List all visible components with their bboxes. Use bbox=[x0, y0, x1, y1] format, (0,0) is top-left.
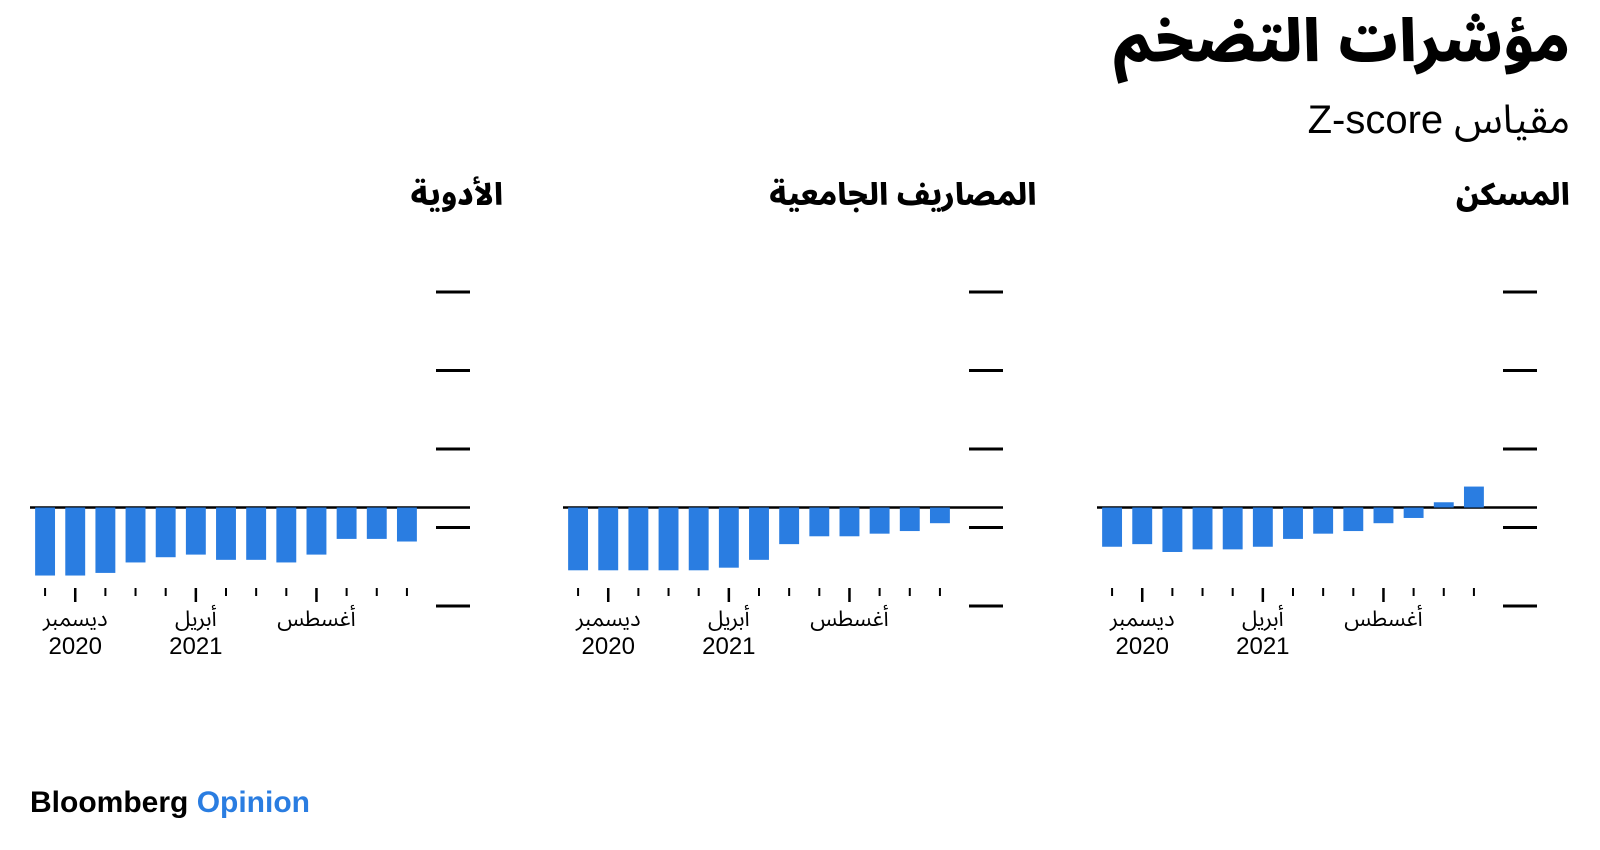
bar bbox=[276, 508, 296, 563]
chart-panel-housing: المسكن3-0369ديسمبرأبريلأغسطس20202021 bbox=[1097, 165, 1570, 664]
bar bbox=[1162, 508, 1182, 552]
chart-subtitle: مقياس Z-score bbox=[1113, 78, 1570, 163]
bar bbox=[749, 508, 769, 560]
bar bbox=[659, 508, 679, 571]
bar bbox=[629, 508, 649, 571]
brand-logo: Bloomberg Opinion bbox=[30, 786, 310, 820]
bar bbox=[900, 508, 920, 532]
svg-text:2020: 2020 bbox=[49, 633, 102, 660]
svg-text:أغسطس: أغسطس bbox=[1344, 605, 1422, 631]
bar bbox=[810, 508, 830, 537]
bar bbox=[1253, 508, 1273, 547]
plot-svg: 3-0369ديسمبرأبريلأغسطس20202021 bbox=[30, 244, 470, 664]
bar bbox=[246, 508, 266, 560]
chart-header: مؤشرات التضخم مقياس Z-score bbox=[1113, 10, 1570, 163]
bar bbox=[689, 508, 709, 571]
bar bbox=[1132, 508, 1152, 545]
bar bbox=[1464, 487, 1484, 508]
bar bbox=[1343, 508, 1363, 532]
bar bbox=[870, 508, 890, 534]
chart-panel-tuition: المصاريف الجامعية3-0369ديسمبرأبريلأغسطس2… bbox=[563, 165, 1036, 664]
bar bbox=[95, 508, 115, 573]
bar bbox=[397, 508, 417, 542]
svg-text:2021: 2021 bbox=[702, 633, 755, 660]
bar bbox=[930, 508, 950, 524]
bar bbox=[719, 508, 739, 568]
bar bbox=[568, 508, 588, 571]
panel-title-drugs: الأدوية bbox=[30, 165, 503, 228]
bar bbox=[599, 508, 619, 571]
bar bbox=[1283, 508, 1303, 539]
svg-text:أغسطس: أغسطس bbox=[277, 605, 355, 631]
brand-bloomberg: Bloomberg bbox=[30, 786, 188, 819]
bar bbox=[156, 508, 176, 558]
bar bbox=[307, 508, 327, 555]
bar bbox=[65, 508, 85, 576]
panel-title-tuition: المصاريف الجامعية bbox=[563, 165, 1036, 228]
svg-text:ديسمبر: ديسمبر bbox=[1109, 606, 1175, 631]
svg-text:2021: 2021 bbox=[169, 633, 222, 660]
bar bbox=[35, 508, 55, 576]
bar bbox=[126, 508, 146, 563]
svg-text:ديسمبر: ديسمبر bbox=[575, 606, 641, 631]
bar bbox=[367, 508, 387, 539]
svg-text:أغسطس: أغسطس bbox=[811, 605, 889, 631]
charts-row: المسكن3-0369ديسمبرأبريلأغسطس20202021المص… bbox=[30, 165, 1570, 664]
svg-text:ديسمبر: ديسمبر bbox=[42, 606, 108, 631]
svg-text:2021: 2021 bbox=[1236, 633, 1289, 660]
bar bbox=[1222, 508, 1242, 550]
bar bbox=[1403, 508, 1423, 518]
svg-text:أبريل: أبريل bbox=[1242, 605, 1284, 631]
bar bbox=[1313, 508, 1333, 534]
svg-text:أبريل: أبريل bbox=[708, 605, 750, 631]
bar bbox=[1192, 508, 1212, 550]
bar bbox=[780, 508, 800, 545]
panel-title-housing: المسكن bbox=[1097, 165, 1570, 228]
plot-svg: 3-0369ديسمبرأبريلأغسطس20202021 bbox=[563, 244, 1003, 664]
bar bbox=[337, 508, 357, 539]
bar bbox=[1102, 508, 1122, 547]
svg-text:2020: 2020 bbox=[582, 633, 635, 660]
chart-title: مؤشرات التضخم bbox=[1113, 10, 1570, 74]
bar bbox=[216, 508, 236, 560]
bar bbox=[186, 508, 206, 555]
bar bbox=[840, 508, 860, 537]
svg-text:2020: 2020 bbox=[1115, 633, 1168, 660]
bar bbox=[1373, 508, 1393, 524]
bar bbox=[1433, 502, 1453, 507]
plot-svg: 3-0369ديسمبرأبريلأغسطس20202021 bbox=[1097, 244, 1537, 664]
chart-panel-drugs: الأدوية3-0369ديسمبرأبريلأغسطس20202021 bbox=[30, 165, 503, 664]
brand-opinion: Opinion bbox=[197, 786, 310, 819]
svg-text:أبريل: أبريل bbox=[175, 605, 217, 631]
